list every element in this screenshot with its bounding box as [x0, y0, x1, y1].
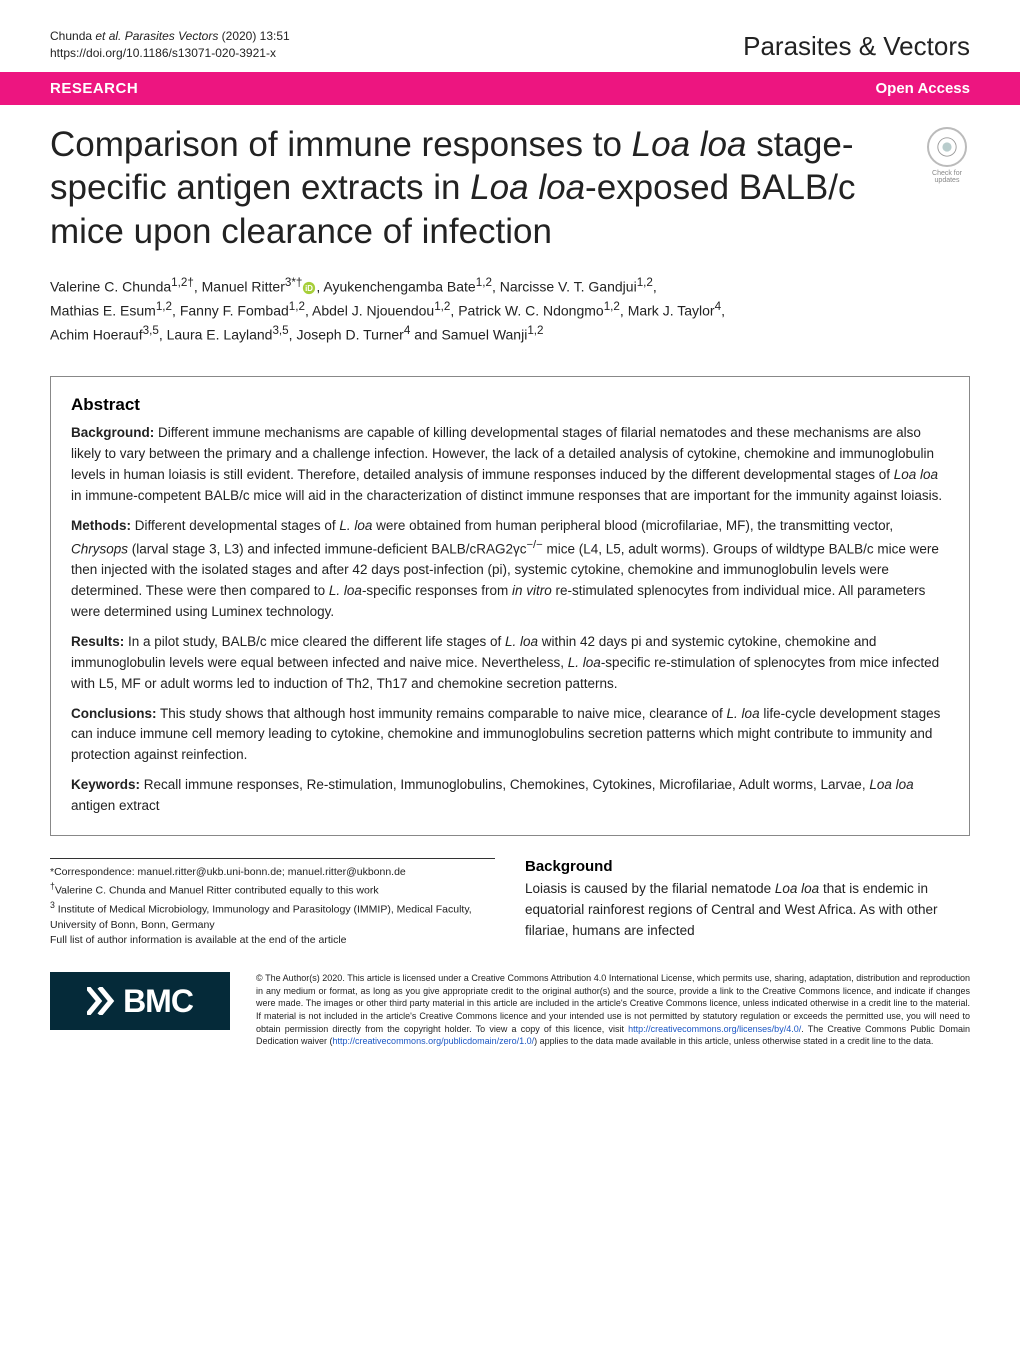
k-t1: Recall immune responses, Re-stimulation,…: [140, 777, 869, 792]
corr-line4: Full list of author information is avail…: [50, 933, 495, 948]
m-i1: L. loa: [339, 518, 372, 533]
abstract-keywords: Keywords: Recall immune responses, Re-st…: [71, 775, 949, 817]
bmc-text: BMC: [123, 983, 193, 1020]
bg-t1: Different immune mechanisms are capable …: [71, 425, 934, 482]
crossmark-text: Check for updates: [932, 170, 962, 185]
abstract-box: Abstract Background: Different immune me…: [50, 376, 970, 836]
authors-list: Valerine C. Chunda1,2†, Manuel Ritter3*†…: [0, 264, 1020, 366]
c-label: Conclusions:: [71, 706, 157, 721]
license-link-2[interactable]: http://creativecommons.org/publicdomain/…: [333, 1036, 535, 1046]
abstract-methods: Methods: Different developmental stages …: [71, 516, 949, 623]
research-bar: RESEARCH Open Access: [0, 72, 1020, 105]
background-heading: Background: [525, 858, 970, 875]
r-i2: L. loa: [568, 655, 601, 670]
bmc-logo: BMC: [50, 972, 230, 1030]
research-label: RESEARCH: [50, 80, 138, 97]
header: Chunda et al. Parasites Vectors (2020) 1…: [0, 0, 1020, 72]
abstract-conclusions: Conclusions: This study shows that altho…: [71, 704, 949, 767]
abstract-background: Background: Different immune mechanisms …: [71, 423, 949, 507]
k-i1: Loa loa: [869, 777, 913, 792]
m-t1: Different developmental stages of: [131, 518, 339, 533]
m-i2: Chrysops: [71, 541, 128, 556]
bg-t2: in immune-competent BALB/c mice will aid…: [71, 488, 942, 503]
open-access-label: Open Access: [876, 80, 971, 97]
corr-line3-text: Institute of Medical Microbiology, Immun…: [50, 904, 472, 931]
crossmark-line2: updates: [935, 177, 960, 184]
m-i4: in vitro: [512, 583, 552, 598]
doi-line: https://doi.org/10.1186/s13071-020-3921-…: [50, 45, 290, 62]
m-t5: -specific responses from: [362, 583, 512, 598]
license-text: © The Author(s) 2020. This article is li…: [256, 972, 970, 1048]
abstract-heading: Abstract: [71, 395, 949, 415]
r-i1: L. loa: [505, 634, 538, 649]
crossmark-icon: [927, 127, 967, 167]
ref-line-1: Chunda et al. Parasites Vectors (2020) 1…: [50, 28, 290, 45]
r-t1: In a pilot study, BALB/c mice cleared th…: [124, 634, 505, 649]
article-title: Comparison of immune responses to Loa lo…: [50, 123, 910, 254]
bg-label: Background:: [71, 425, 154, 440]
journal-title: Parasites & Vectors: [743, 31, 970, 62]
abstract-results: Results: In a pilot study, BALB/c mice c…: [71, 632, 949, 695]
svg-text:iD: iD: [305, 284, 313, 293]
r-label: Results:: [71, 634, 124, 649]
m-t2: were obtained from human peripheral bloo…: [372, 518, 893, 533]
m-i3: L. loa: [329, 583, 362, 598]
crossmark-badge[interactable]: Check for updates: [924, 127, 970, 185]
c-t1: This study shows that although host immu…: [157, 706, 727, 721]
m-label: Methods:: [71, 518, 131, 533]
corr-line2-text: Valerine C. Chunda and Manuel Ritter con…: [55, 885, 379, 897]
bg-italic1: Loa loa: [775, 881, 819, 896]
lic-t3: ) applies to the data made available in …: [534, 1036, 933, 1046]
corr-line2: †Valerine C. Chunda and Manuel Ritter co…: [50, 880, 495, 899]
crossmark-line1: Check for: [932, 170, 962, 177]
ref-authors: Chunda: [50, 29, 95, 43]
footer: BMC © The Author(s) 2020. This article i…: [0, 962, 1020, 1078]
background-paragraph: Loiasis is caused by the filarial nemato…: [525, 879, 970, 942]
bg-i1: Loa loa: [894, 467, 938, 482]
c-i1: L. loa: [727, 706, 760, 721]
corr-line1: *Correspondence: manuel.ritter@ukb.uni-b…: [50, 865, 495, 880]
k-t2: antigen extract: [71, 798, 160, 813]
title-block: Comparison of immune responses to Loa lo…: [0, 105, 1020, 264]
license-link-1[interactable]: http://creativecommons.org/licenses/by/4…: [628, 1024, 801, 1034]
m-sup1: −/−: [526, 539, 542, 551]
ref-tail: (2020) 13:51: [218, 29, 289, 43]
bg-text1: Loiasis is caused by the filarial nemato…: [525, 881, 775, 896]
corr-line3: 3 Institute of Medical Microbiology, Imm…: [50, 899, 495, 933]
bottom-columns: *Correspondence: manuel.ritter@ukb.uni-b…: [0, 858, 1020, 962]
bmc-chevron-icon: [87, 987, 117, 1015]
background-section: Background Loiasis is caused by the fila…: [525, 858, 970, 948]
m-t3: (larval stage 3, L3) and infected immune…: [128, 541, 526, 556]
journal-reference: Chunda et al. Parasites Vectors (2020) 1…: [50, 28, 290, 62]
ref-italic: et al. Parasites Vectors: [95, 29, 218, 43]
k-label: Keywords:: [71, 777, 140, 792]
correspondence-block: *Correspondence: manuel.ritter@ukb.uni-b…: [50, 858, 495, 948]
